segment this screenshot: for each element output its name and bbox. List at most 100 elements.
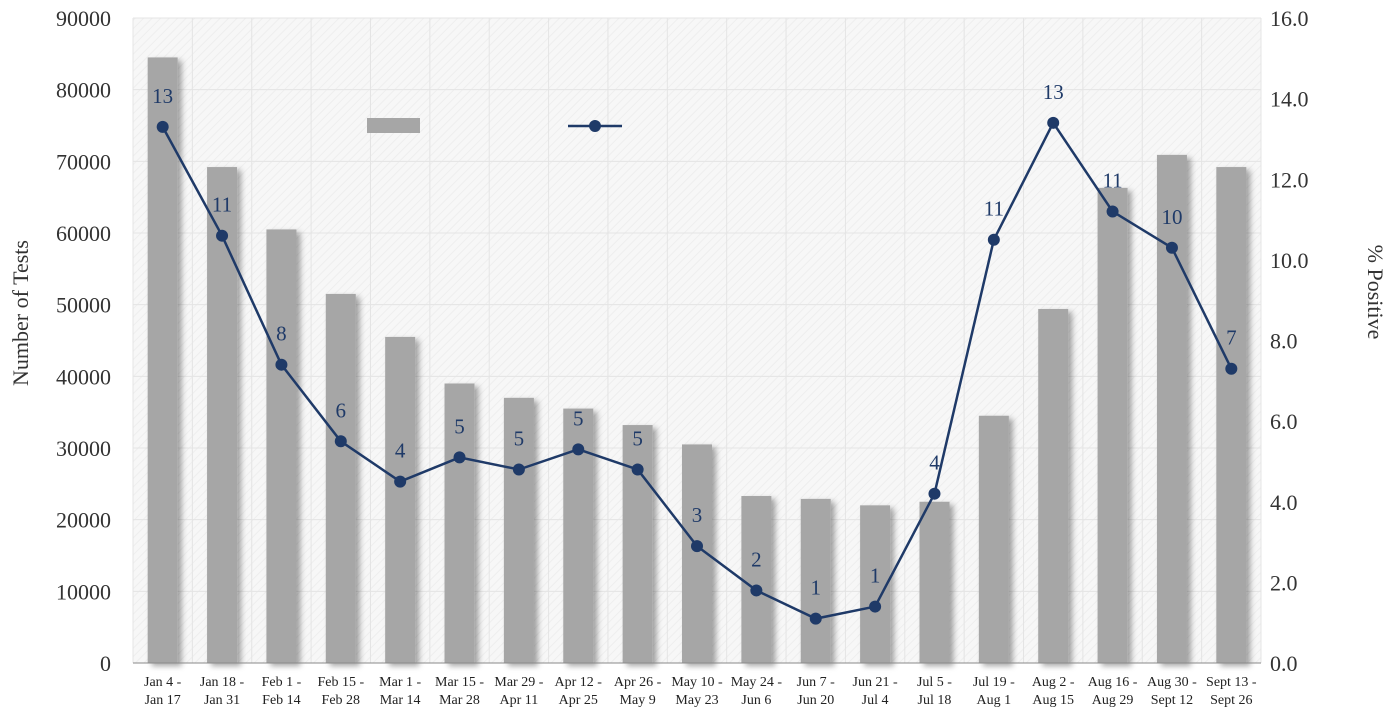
y-axis-title: Number of Tests: [8, 240, 33, 386]
y2-axis-title: % Positive: [1363, 245, 1388, 340]
line-point: [572, 443, 585, 456]
x-tick-label: Jul 5 -Jul 18: [917, 675, 952, 708]
data-label: 4: [929, 451, 940, 475]
line-point: [156, 120, 169, 133]
x-tick-label: Sept 13 -Sept 26: [1206, 675, 1257, 708]
bar: [1038, 308, 1069, 663]
data-label: 11: [212, 193, 232, 217]
line-point: [750, 584, 763, 597]
line-point: [631, 463, 644, 476]
y2-tick-label: 8.0: [1270, 329, 1298, 354]
line-point: [809, 612, 822, 625]
line-point: [1225, 362, 1238, 375]
y2-tick-label: 2.0: [1270, 570, 1298, 595]
bar: [622, 425, 653, 663]
y-tick-label: 80000: [56, 78, 111, 103]
line-point: [216, 229, 229, 242]
y2-tick-label: 6.0: [1270, 409, 1298, 434]
legend: [367, 118, 622, 133]
data-label: 5: [514, 427, 525, 451]
data-label: 7: [1226, 326, 1237, 350]
x-tick-label: Jul 19 -Aug 1: [973, 675, 1015, 708]
line-point: [453, 451, 466, 464]
y-tick-label: 40000: [56, 364, 111, 389]
legend-line-marker: [589, 120, 601, 132]
line-point: [928, 487, 941, 500]
x-tick-label: Aug 16 -Aug 29: [1088, 675, 1138, 708]
data-label: 11: [984, 197, 1004, 221]
y2-tick-label: 14.0: [1270, 87, 1309, 112]
bar: [1216, 167, 1247, 664]
data-label: 13: [152, 84, 173, 108]
x-tick-label: Mar 1 -Mar 14: [379, 675, 421, 708]
y-axis-ticks: 0 10000 20000 30000 40000 50000 60000 70000 8000…: [56, 6, 111, 676]
data-label: 5: [573, 406, 584, 430]
line-point: [987, 233, 1000, 246]
bar-series: [147, 57, 1247, 664]
bar: [385, 336, 416, 663]
line-point: [869, 600, 882, 613]
line-series: [156, 116, 1238, 625]
bar: [978, 415, 1009, 663]
line-point: [334, 435, 347, 448]
line-point: [691, 540, 703, 553]
bar: [741, 496, 772, 663]
x-tick-label: Jun 7 -Jun 20: [797, 675, 835, 708]
bar: [1097, 187, 1128, 663]
y-tick-label: 20000: [56, 508, 111, 533]
x-tick-label: Aug 30 -Sept 12: [1147, 675, 1197, 708]
data-label: 8: [276, 322, 287, 346]
data-label: 10: [1161, 205, 1182, 229]
x-tick-label: Feb 1 -Feb 14: [262, 675, 302, 708]
data-label: 2: [751, 547, 762, 571]
y-tick-label: 60000: [56, 221, 111, 246]
data-label: 3: [692, 503, 703, 527]
x-axis-ticks: Jan 4 -Jan 17 Jan 18 -Jan 31 Feb 1 -Feb 14…: [144, 675, 1257, 708]
x-tick-label: Apr 26 -May 9: [614, 675, 662, 708]
y-tick-label: 0: [100, 651, 111, 676]
data-label: 1: [810, 576, 821, 600]
data-label: 1: [870, 564, 881, 588]
y-tick-label: 70000: [56, 149, 111, 174]
y2-tick-label: 16.0: [1270, 6, 1309, 31]
y2-tick-label: 4.0: [1270, 490, 1298, 515]
line-point: [1165, 241, 1178, 254]
y-tick-label: 10000: [56, 579, 111, 604]
line-point: [1047, 116, 1060, 129]
x-tick-label: Mar 29 -Apr 11: [494, 675, 543, 708]
data-label: 4: [395, 439, 406, 463]
x-tick-label: Apr 12 -Apr 25: [555, 675, 603, 708]
y2-tick-label: 0.0: [1270, 651, 1298, 676]
x-tick-label: May 10 -May 23: [671, 675, 723, 708]
x-tick-label: Jun 21 -Jul 4: [853, 675, 898, 708]
line-point: [512, 463, 525, 476]
bar: [207, 167, 238, 664]
legend-bar-swatch: [367, 118, 420, 133]
x-tick-label: May 24 -Jun 6: [731, 675, 783, 708]
y-tick-label: 90000: [56, 6, 111, 31]
data-label: 5: [632, 427, 643, 451]
bar: [860, 505, 891, 663]
x-tick-label: Jan 4 -Jan 17: [144, 675, 182, 708]
data-label: 13: [1043, 80, 1064, 104]
x-tick-label: Feb 15 -Feb 28: [317, 675, 364, 708]
bar: [325, 293, 356, 663]
x-tick-label: Aug 2 -Aug 15: [1032, 675, 1075, 708]
line-point: [275, 358, 288, 371]
x-tick-label: Mar 15 -Mar 28: [435, 675, 484, 708]
bar: [1156, 154, 1187, 663]
y2-tick-label: 10.0: [1270, 248, 1309, 273]
bar: [147, 57, 178, 663]
data-label: 5: [454, 414, 465, 438]
y-tick-label: 50000: [56, 293, 111, 318]
y2-tick-label: 12.0: [1270, 167, 1309, 192]
y-tick-label: 30000: [56, 436, 111, 461]
x-tick-label: Jan 18 -Jan 31: [200, 675, 245, 708]
line-point: [1106, 205, 1119, 218]
bar: [444, 383, 475, 663]
line-point: [394, 475, 407, 488]
bar: [800, 498, 831, 663]
data-label: 6: [336, 398, 347, 422]
